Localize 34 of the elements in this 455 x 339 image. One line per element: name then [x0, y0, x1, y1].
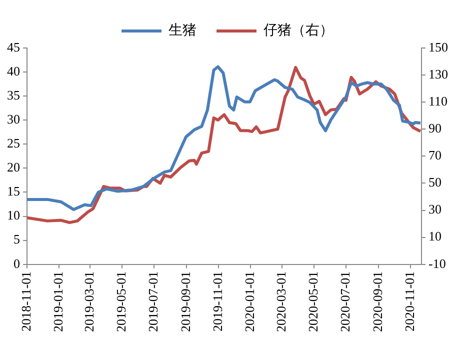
x-tick-label: 2020-11-01 — [402, 271, 417, 332]
y-tick-label: 45 — [7, 39, 20, 54]
y2-tick-label: 90 — [428, 120, 442, 136]
y2-tick-label: 110 — [428, 94, 448, 109]
y-tick-label: 15 — [7, 184, 20, 199]
x-tick-label: 2020-09-01 — [370, 271, 385, 332]
y-tick-label: 0 — [14, 256, 20, 271]
x-tick-label: 2020-07-01 — [337, 271, 352, 332]
y2-tick-label: 10 — [428, 228, 442, 244]
x-tick-label: 2020-05-01 — [305, 271, 320, 332]
x-tick-label: 2019-05-01 — [113, 271, 128, 332]
y2-tick-label: 150 — [428, 39, 448, 54]
x-tick-label: 2019-07-01 — [145, 271, 160, 332]
y-tick-label: 35 — [7, 88, 20, 102]
x-tick-label: 2019-09-01 — [178, 271, 193, 332]
y-tick-label: 20 — [7, 160, 20, 175]
y-tick-label: 10 — [7, 208, 20, 223]
y2-tick-label: 30 — [428, 202, 442, 217]
x-tick-label: 2019-01-01 — [50, 271, 66, 332]
y-tick-label: 40 — [7, 63, 20, 78]
y-tick-label: 30 — [7, 112, 20, 127]
y2-tick-label: 50 — [428, 174, 442, 190]
y-tick-label: 25 — [7, 136, 20, 151]
legend-label: 生猪 — [168, 22, 196, 39]
x-tick-label: 2019-11-01 — [210, 271, 225, 332]
x-tick-label: 2020-03-01 — [273, 271, 288, 332]
x-tick-label: 2019-03-01 — [81, 271, 96, 332]
y2-tick-label: -10 — [428, 256, 446, 271]
x-tick-label: 2020-01-01 — [242, 271, 257, 332]
x-tick-label: 2018-11-01 — [18, 271, 34, 332]
y2-tick-label: 130 — [428, 66, 448, 82]
y2-tick-label: 70 — [428, 148, 442, 163]
y-tick-label: 5 — [14, 232, 20, 247]
legend-label: 仔猪（右） — [264, 22, 334, 39]
